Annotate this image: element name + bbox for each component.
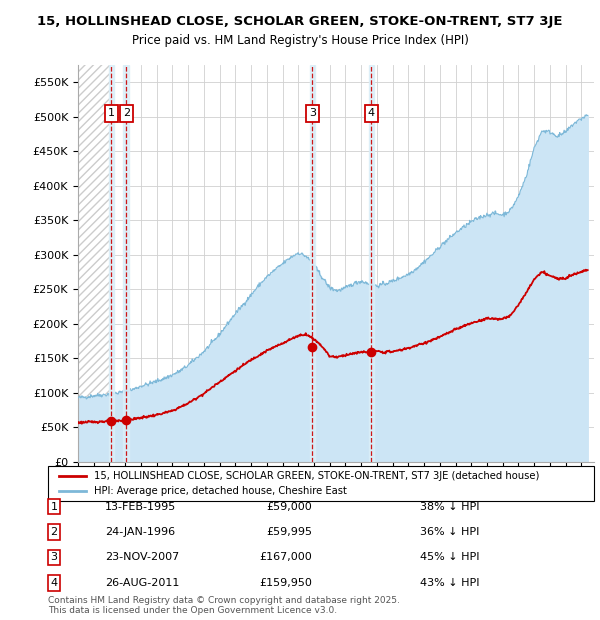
Text: 13-FEB-1995: 13-FEB-1995 [105, 502, 176, 512]
Text: 2: 2 [50, 527, 58, 537]
Text: 36% ↓ HPI: 36% ↓ HPI [420, 527, 479, 537]
Text: £167,000: £167,000 [259, 552, 312, 562]
Bar [109, 65, 114, 462]
Bar [310, 65, 315, 462]
Text: 23-NOV-2007: 23-NOV-2007 [105, 552, 179, 562]
Text: £59,000: £59,000 [266, 502, 312, 512]
FancyBboxPatch shape [48, 466, 594, 501]
Text: 2: 2 [123, 108, 130, 118]
Text: Price paid vs. HM Land Registry's House Price Index (HPI): Price paid vs. HM Land Registry's House … [131, 34, 469, 47]
Text: 45% ↓ HPI: 45% ↓ HPI [420, 552, 479, 562]
Text: £59,995: £59,995 [266, 527, 312, 537]
Text: 1: 1 [50, 502, 58, 512]
Text: 43% ↓ HPI: 43% ↓ HPI [420, 578, 479, 588]
Text: £159,950: £159,950 [259, 578, 312, 588]
Text: 26-AUG-2011: 26-AUG-2011 [105, 578, 179, 588]
Text: 4: 4 [50, 578, 58, 588]
Text: 3: 3 [309, 108, 316, 118]
Text: Contains HM Land Registry data © Crown copyright and database right 2025.
This d: Contains HM Land Registry data © Crown c… [48, 596, 400, 615]
Bar [368, 65, 374, 462]
Text: 38% ↓ HPI: 38% ↓ HPI [420, 502, 479, 512]
Text: 15, HOLLINSHEAD CLOSE, SCHOLAR GREEN, STOKE-ON-TRENT, ST7 3JE: 15, HOLLINSHEAD CLOSE, SCHOLAR GREEN, ST… [37, 16, 563, 29]
Bar [124, 65, 129, 462]
Text: 1: 1 [108, 108, 115, 118]
Text: 15, HOLLINSHEAD CLOSE, SCHOLAR GREEN, STOKE-ON-TRENT, ST7 3JE (detached house): 15, HOLLINSHEAD CLOSE, SCHOLAR GREEN, ST… [94, 471, 540, 481]
Text: 3: 3 [50, 552, 58, 562]
Text: 4: 4 [368, 108, 375, 118]
Text: HPI: Average price, detached house, Cheshire East: HPI: Average price, detached house, Ches… [94, 486, 347, 496]
Text: 24-JAN-1996: 24-JAN-1996 [105, 527, 175, 537]
